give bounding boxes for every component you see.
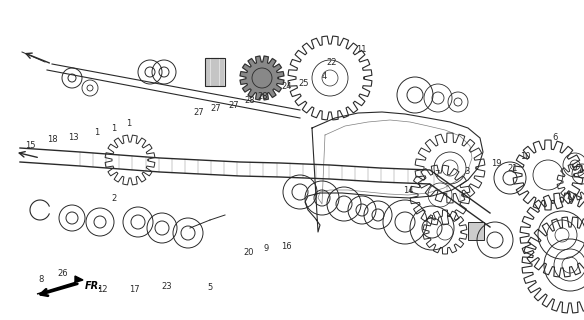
Text: 22: 22	[326, 58, 337, 67]
Text: 6: 6	[552, 133, 558, 142]
Text: 1: 1	[94, 128, 99, 137]
Text: 21: 21	[507, 164, 518, 172]
Text: 12: 12	[97, 285, 107, 294]
Bar	[468, 222, 484, 240]
Text: 16: 16	[281, 242, 291, 251]
Text: 9: 9	[263, 244, 268, 252]
Text: 1: 1	[112, 124, 116, 132]
Text: 26: 26	[58, 269, 68, 278]
Polygon shape	[240, 56, 284, 100]
Text: 27: 27	[228, 101, 239, 110]
Polygon shape	[37, 276, 83, 294]
Text: FR.: FR.	[85, 281, 103, 291]
Text: 7: 7	[434, 170, 440, 179]
Text: 2: 2	[112, 194, 116, 203]
Text: 1: 1	[126, 119, 131, 128]
Text: 17: 17	[129, 285, 140, 294]
Text: 18: 18	[47, 135, 58, 144]
Text: 3: 3	[464, 167, 470, 176]
Text: 23: 23	[161, 282, 172, 291]
Text: 19: 19	[491, 159, 502, 168]
Text: 11: 11	[356, 45, 366, 54]
Text: 14: 14	[404, 186, 414, 195]
Text: 27: 27	[211, 104, 221, 113]
Text: 10: 10	[520, 152, 531, 161]
Text: 5: 5	[208, 284, 213, 292]
Text: 4: 4	[322, 72, 326, 81]
Text: 8: 8	[38, 276, 44, 284]
Text: 15: 15	[25, 141, 36, 150]
Text: 24: 24	[281, 82, 291, 91]
Text: 13: 13	[68, 133, 78, 142]
Text: 28: 28	[245, 96, 255, 105]
Text: 27: 27	[193, 108, 204, 116]
Text: 20: 20	[243, 248, 253, 257]
Text: 25: 25	[298, 79, 309, 88]
Bar	[205, 58, 225, 86]
Text: 28: 28	[258, 92, 268, 100]
